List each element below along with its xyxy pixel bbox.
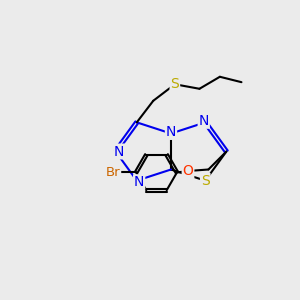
Text: S: S: [170, 77, 179, 91]
Text: N: N: [166, 125, 176, 139]
Text: N: N: [134, 175, 144, 189]
Text: N: N: [199, 114, 209, 128]
Text: S: S: [201, 174, 210, 188]
Text: O: O: [183, 164, 194, 178]
Text: N: N: [114, 145, 124, 158]
Text: Br: Br: [106, 166, 120, 179]
